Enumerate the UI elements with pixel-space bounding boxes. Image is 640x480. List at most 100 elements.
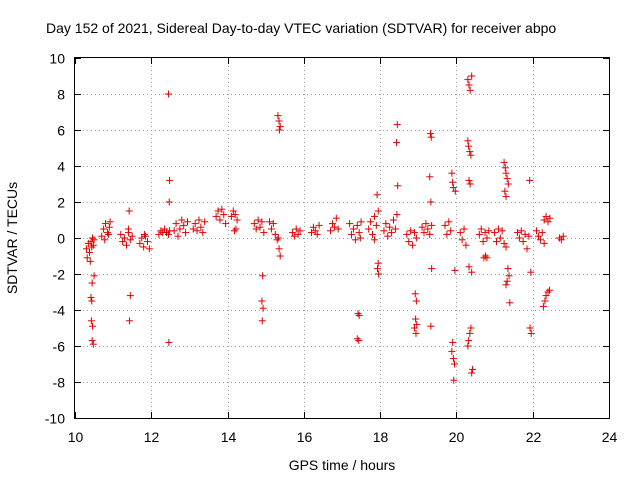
data-point [231,211,239,219]
data-point [479,238,487,246]
data-point [534,232,542,240]
data-point [140,230,148,238]
data-point [229,207,237,215]
data-point [165,338,173,346]
data-point [269,220,277,228]
data-point [164,230,172,238]
data-point [86,257,94,265]
data-point [250,220,258,228]
x-tick-label: 24 [602,429,618,445]
data-point [309,223,317,231]
data-point [555,234,563,242]
data-point [100,225,108,233]
data-point [259,304,267,312]
data-point [477,225,485,233]
data-point [443,230,451,238]
data-point [504,265,512,273]
data-point [527,329,535,337]
y-tick-label: 6 [57,123,65,139]
data-point [386,223,394,231]
data-point [351,236,359,244]
data-point [468,268,476,276]
data-point [89,322,97,330]
data-point [500,158,508,166]
data-point [197,223,205,231]
data-point [220,211,228,219]
y-tick-label: -2 [53,267,66,283]
data-point [273,236,281,244]
data-point [428,221,436,229]
data-point [502,169,510,177]
data-point [427,322,435,330]
data-point [465,81,473,89]
data-point [172,220,180,228]
data-point [276,122,284,130]
data-point [212,212,220,220]
data-point [483,234,491,242]
data-point [90,272,98,280]
data-point [365,225,373,233]
x-tick-labels: 10 12 14 16 18 20 22 24 [68,429,618,445]
data-point [501,164,509,172]
data-point [216,216,224,224]
data-point [492,238,500,246]
data-point [450,376,458,384]
data-point [88,279,96,287]
data-point [448,169,456,177]
data-point [252,225,260,233]
data-point [466,180,474,188]
data-point [426,230,434,238]
y-tick-label: -4 [53,303,66,319]
data-point [89,340,97,348]
data-point [176,225,184,233]
data-point [464,76,472,84]
data-point [403,230,411,238]
data-point [464,342,472,350]
data-point [178,216,186,224]
x-tick-label: 22 [526,429,542,445]
data-point [447,227,455,235]
y-tick-label: 8 [57,87,65,103]
data-point [418,223,426,231]
data-point [126,317,134,325]
data-point [501,187,509,195]
data-point [466,329,474,337]
data-point [410,229,418,237]
y-tick-labels: -10 -8 -6 -4 -2 0 2 4 6 8 10 [45,51,65,427]
data-point [498,227,506,235]
data-point [157,227,165,235]
data-point [307,229,315,237]
data-point [409,241,417,249]
data-point [87,238,95,246]
data-point [523,245,531,253]
data-point [467,324,475,332]
data-point [292,225,300,233]
data-point [143,238,151,246]
data-point [184,218,192,226]
data-point [165,198,173,206]
data-point [256,223,264,231]
data-point [142,232,150,240]
data-point [105,230,113,238]
data-point [559,232,567,240]
data-point [538,229,546,237]
data-point [85,248,93,256]
data-point [380,227,388,235]
data-point [539,302,547,310]
data-point [466,148,474,156]
data-point [260,229,268,237]
data-point [170,227,178,235]
data-point [122,241,130,249]
data-point [420,229,428,237]
data-point [193,227,201,235]
data-point [541,297,549,305]
data-point [468,72,476,80]
data-point [412,315,420,323]
y-axis-label: SDTVAR / TECUs [4,182,20,294]
data-point [527,268,535,276]
data-point [557,236,565,244]
axis-ticks [75,58,610,419]
data-point [275,245,283,253]
data-point [121,234,129,242]
data-point [475,230,483,238]
